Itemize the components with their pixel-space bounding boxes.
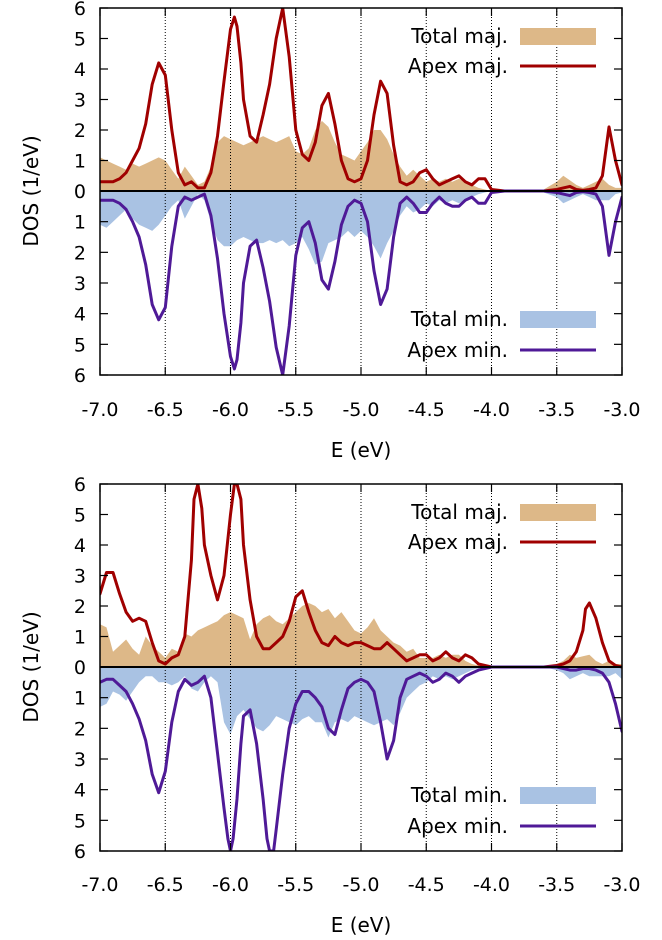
y-tick-label: 0 [74, 657, 86, 679]
x-tick-label: -6.5 [147, 399, 184, 421]
legend-label: Apex maj. [408, 54, 508, 78]
legend-swatch [520, 311, 596, 328]
legend-swatch [520, 787, 596, 804]
x-tick-label: -3.5 [538, 874, 575, 896]
x-tick-label: -6.0 [212, 874, 249, 896]
y-axis-label: DOS (1/eV) [19, 611, 43, 722]
legend-label: Apex min. [407, 814, 508, 838]
legend-entry: Total min. [410, 783, 596, 807]
y-tick-label: 6 [74, 841, 86, 863]
legend-label: Total maj. [410, 500, 508, 524]
y-tick-label: 5 [74, 810, 86, 832]
x-tick-label: -3.0 [603, 874, 640, 896]
y-tick-label: 1 [74, 151, 86, 173]
x-tick-label: -4.5 [408, 399, 445, 421]
y-tick-label: 4 [74, 535, 86, 557]
y-tick-label: 3 [74, 90, 86, 112]
legend-entry: Apex maj. [408, 54, 596, 78]
legend-entry: Total maj. [410, 24, 596, 48]
x-axis-label: E (eV) [331, 913, 392, 937]
y-tick-label: 4 [74, 59, 86, 81]
y-tick-label: 5 [74, 334, 86, 356]
y-tick-label: 1 [74, 688, 86, 710]
y-tick-label: 3 [74, 749, 86, 771]
y-tick-label: 6 [74, 0, 86, 20]
legend-label: Apex maj. [408, 530, 508, 554]
x-tick-label: -3.5 [538, 399, 575, 421]
y-tick-label: 2 [74, 596, 86, 618]
y-tick-label: 0 [74, 181, 86, 203]
y-tick-label: 3 [74, 566, 86, 588]
y-tick-label: 2 [74, 242, 86, 264]
legend-label: Total min. [410, 307, 508, 331]
y-tick-label: 2 [74, 120, 86, 142]
series-area-total-min [100, 667, 622, 738]
x-tick-label: -6.0 [212, 399, 249, 421]
y-tick-label: 1 [74, 627, 86, 649]
chart-panel-bottom: 0 1 2 3 4 5 6 1 2 3 4 5 6 -7.0 -6.5 -6.0 -5.5 -5.0 -4.5 -4.… [19, 474, 641, 937]
y-tick-label: 5 [74, 29, 86, 51]
x-tick-label: -4.5 [408, 874, 445, 896]
legend-label: Total maj. [410, 24, 508, 48]
x-tick-label: -7.0 [81, 399, 118, 421]
x-tick-label: -5.5 [277, 874, 314, 896]
legend-entry: Apex maj. [408, 530, 596, 554]
y-tick-label: 1 [74, 212, 86, 234]
legend-entry: Apex min. [407, 338, 596, 362]
legend-label: Total min. [410, 783, 508, 807]
y-tick-label: 3 [74, 273, 86, 295]
x-tick-label: -6.5 [147, 874, 184, 896]
y-tick-label: 6 [74, 365, 86, 387]
x-tick-label: -3.0 [603, 399, 640, 421]
x-tick-label: -5.0 [342, 399, 379, 421]
y-tick-label: 4 [74, 304, 86, 326]
x-tick-label: -5.5 [277, 399, 314, 421]
x-tick-label: -5.0 [342, 874, 379, 896]
chart-panel-top: 0 1 2 3 4 5 6 1 2 3 4 5 6 -7.0 -6.5 -6.0 -5.5 -5.0 -4.5 -4.… [19, 0, 641, 462]
y-tick-label: 4 [74, 780, 86, 802]
y-tick-label: 2 [74, 718, 86, 740]
legend-entry: Total maj. [410, 500, 596, 524]
x-tick-label: -7.0 [81, 874, 118, 896]
y-axis-label: DOS (1/eV) [19, 135, 43, 246]
x-tick-label: -4.0 [473, 399, 510, 421]
x-tick-label: -4.0 [473, 874, 510, 896]
legend-swatch [520, 28, 596, 45]
y-tick-label: 5 [74, 505, 86, 527]
legend-entry: Apex min. [407, 814, 596, 838]
legend-swatch [520, 504, 596, 521]
y-tick-label: 6 [74, 474, 86, 496]
legend-entry: Total min. [410, 307, 596, 331]
x-axis-label: E (eV) [331, 438, 392, 462]
legend-label: Apex min. [407, 338, 508, 362]
